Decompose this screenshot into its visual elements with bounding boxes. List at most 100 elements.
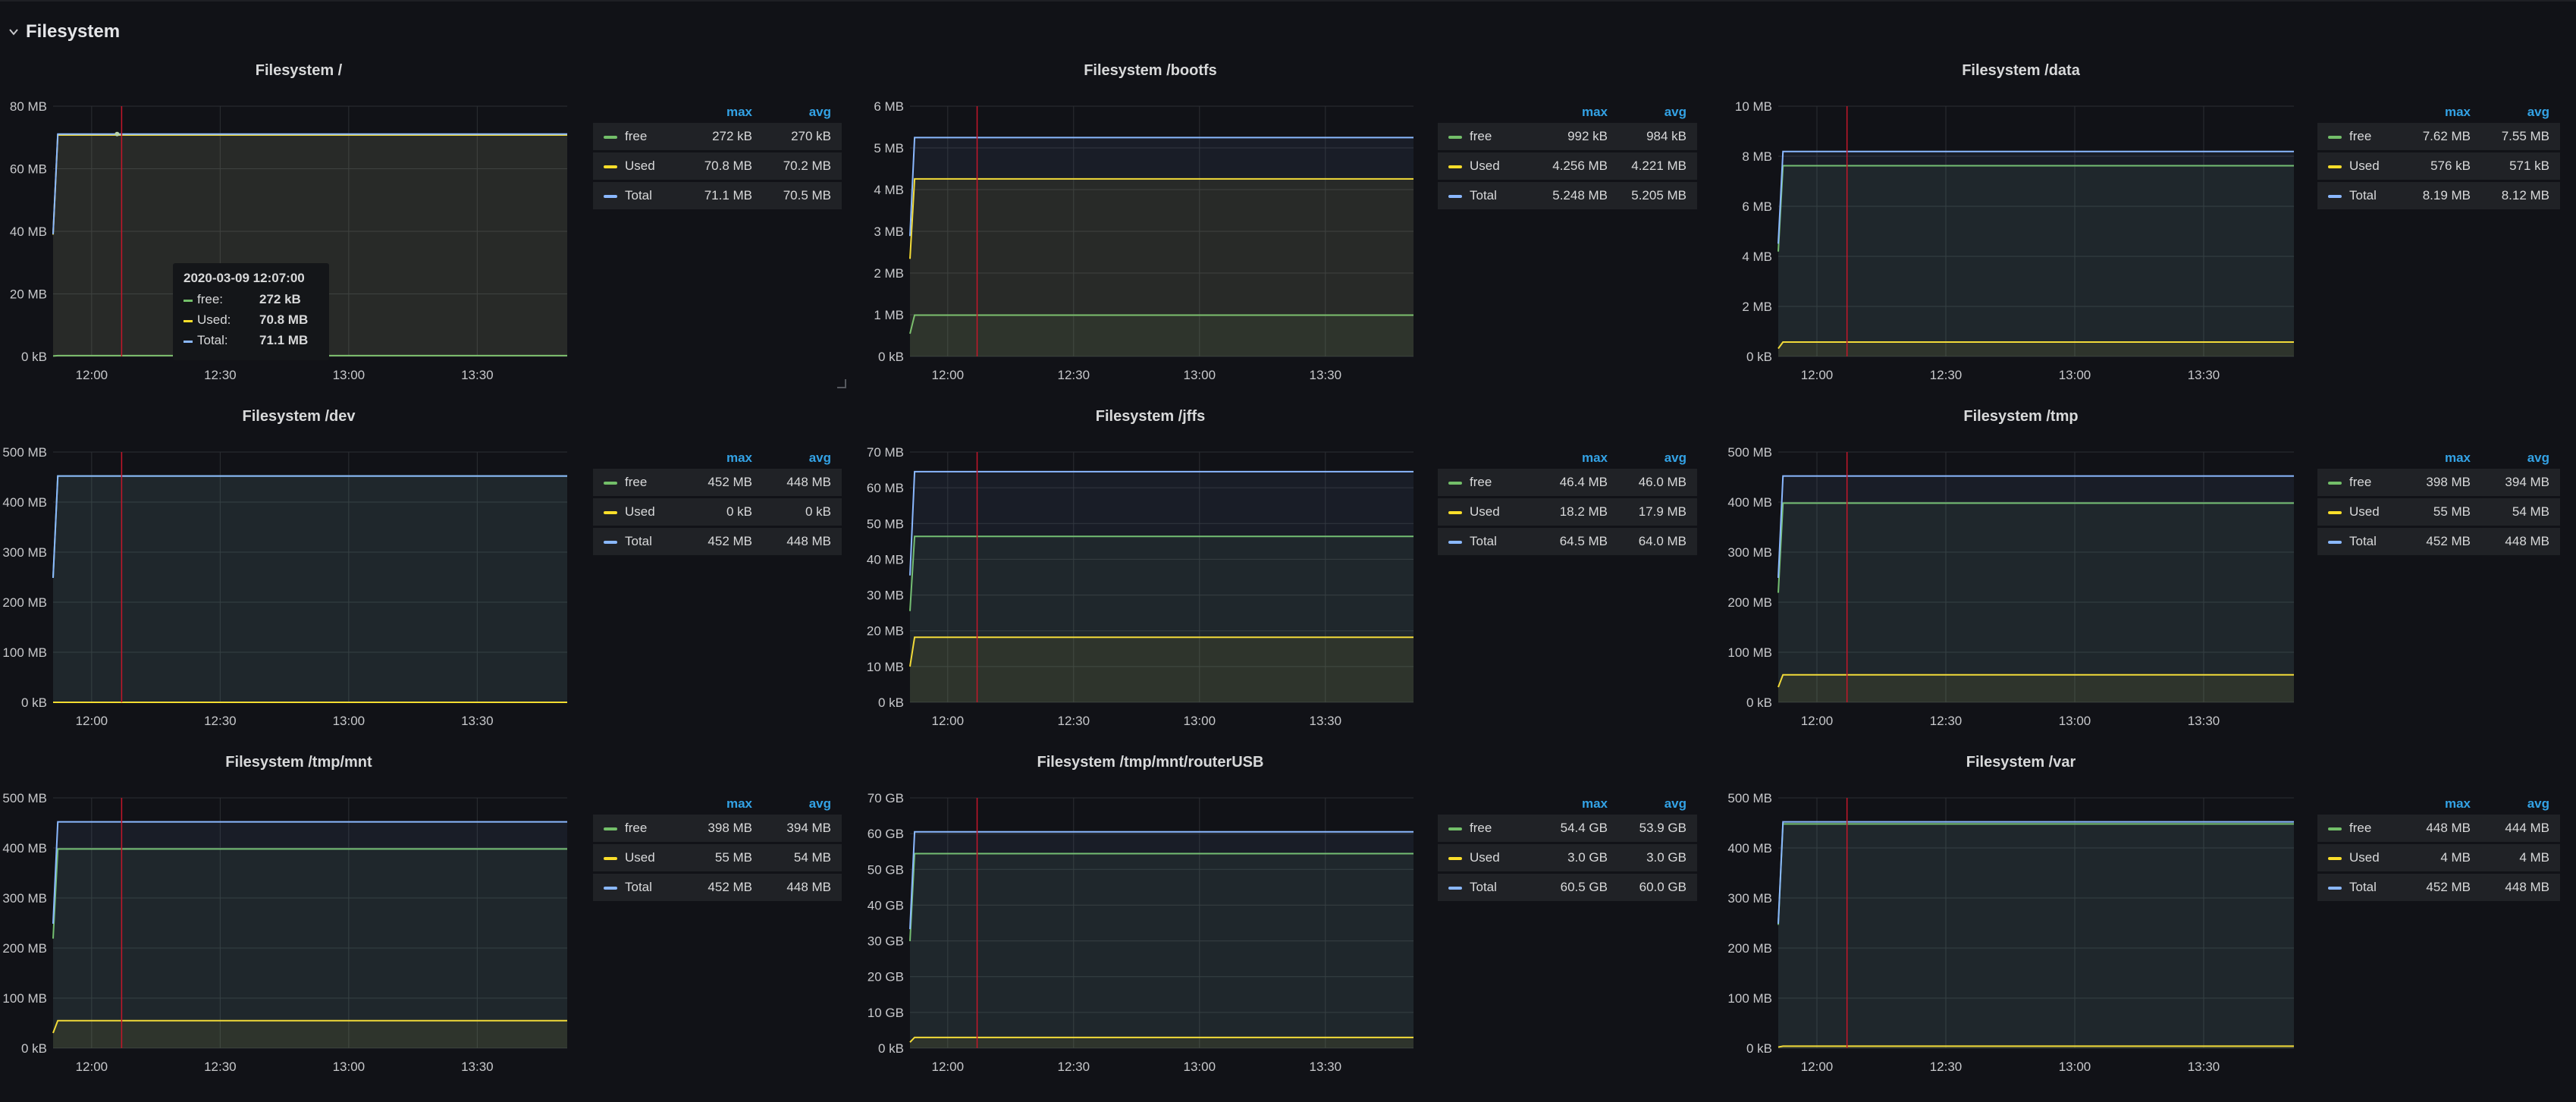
legend-swatch[interactable]: [604, 511, 617, 514]
legend-item-free[interactable]: free 992 kB 984 kB: [1438, 123, 1697, 150]
series-line-used[interactable]: [52, 1019, 567, 1034]
panel-graph[interactable]: 70 GB 60 GB 50 GB 40 GB 30 GB 20 GB 10 GB 0 kB 1…: [857, 754, 1421, 1094]
legend-swatch[interactable]: [1448, 887, 1462, 890]
legend-swatch[interactable]: [604, 482, 617, 485]
legend-item-used[interactable]: Used 70.8 MB 70.2 MB: [593, 152, 842, 180]
legend-header-avg[interactable]: avg: [2527, 105, 2549, 119]
series-line-total[interactable]: [1777, 150, 2294, 244]
panel-title[interactable]: Filesystem /jffs: [1095, 408, 1206, 425]
series-line-total[interactable]: [909, 830, 1414, 930]
legend-header-max[interactable]: max: [726, 796, 752, 811]
series-line-total[interactable]: [1777, 821, 2294, 924]
legend-swatch[interactable]: [1448, 482, 1462, 485]
legend-item-used[interactable]: Used 4.256 MB 4.221 MB: [1438, 152, 1697, 180]
legend-item-total[interactable]: Total 71.1 MB 70.5 MB: [593, 182, 842, 209]
series-line-total[interactable]: [1777, 475, 2294, 578]
legend-series-name[interactable]: Used: [1470, 504, 1500, 519]
series-line-total[interactable]: [52, 475, 567, 578]
legend-item-total[interactable]: Total 60.5 GB 60.0 GB: [1438, 874, 1697, 901]
legend-series-name[interactable]: Total: [2349, 880, 2377, 894]
legend-item-total[interactable]: Total 64.5 MB 64.0 MB: [1438, 528, 1697, 555]
legend-series-name[interactable]: Used: [2349, 504, 2380, 519]
legend-header-max[interactable]: max: [726, 105, 752, 119]
legend-item-used[interactable]: Used 576 kB 571 kB: [2317, 152, 2560, 180]
panel-resize-handle[interactable]: [837, 379, 846, 388]
legend-swatch[interactable]: [604, 136, 617, 139]
legend-header-max[interactable]: max: [726, 451, 752, 465]
panel-graph[interactable]: 500 MB 400 MB 300 MB 200 MB 100 MB 0 kB 12:00 1…: [0, 408, 575, 748]
legend-item-free[interactable]: free 54.4 GB 53.9 GB: [1438, 815, 1697, 842]
legend-item-free[interactable]: free 398 MB 394 MB: [2317, 469, 2560, 496]
legend-header-avg[interactable]: avg: [808, 796, 831, 811]
legend-item-used[interactable]: Used 3.0 GB 3.0 GB: [1438, 844, 1697, 871]
panel-graph[interactable]: 6 MB 5 MB 4 MB 3 MB 2 MB 1 MB 0 kB 12:00 12:30 13…: [857, 62, 1421, 402]
legend-series-name[interactable]: free: [1470, 475, 1492, 489]
legend-swatch[interactable]: [2328, 887, 2342, 890]
legend-item-free[interactable]: free 452 MB 448 MB: [593, 469, 842, 496]
legend-swatch[interactable]: [604, 857, 617, 860]
series-line-total[interactable]: [909, 137, 1414, 237]
legend-swatch[interactable]: [1448, 827, 1462, 830]
legend-swatch[interactable]: [1448, 541, 1462, 544]
legend-series-name[interactable]: Total: [1470, 188, 1497, 203]
series-line-used[interactable]: [909, 1036, 1414, 1043]
legend-series-name[interactable]: free: [2349, 821, 2372, 835]
legend-series-name[interactable]: Total: [1470, 534, 1497, 548]
legend-swatch[interactable]: [2328, 482, 2342, 485]
legend-series-name[interactable]: Used: [1470, 850, 1500, 865]
legend-swatch[interactable]: [1448, 511, 1462, 514]
series-line-free[interactable]: [52, 848, 567, 939]
legend-item-total[interactable]: Total 452 MB 448 MB: [2317, 528, 2560, 555]
legend-series-name[interactable]: Total: [625, 188, 652, 203]
series-line-used[interactable]: [1777, 1045, 2294, 1048]
legend-series-name[interactable]: Used: [2349, 159, 2380, 173]
legend-header-max[interactable]: max: [1581, 451, 1608, 465]
panel-title[interactable]: Filesystem /: [255, 62, 343, 79]
row-header-filesystem[interactable]: Filesystem: [0, 0, 2576, 62]
legend-swatch[interactable]: [2328, 827, 2342, 830]
series-line-used[interactable]: [909, 177, 1414, 259]
panel-title[interactable]: Filesystem /bootfs: [1084, 62, 1217, 79]
legend-swatch[interactable]: [2328, 165, 2342, 168]
legend-header-avg[interactable]: avg: [1664, 796, 1686, 811]
legend-series-name[interactable]: Total: [625, 880, 652, 894]
legend-swatch[interactable]: [604, 165, 617, 168]
legend-series-name[interactable]: Used: [1470, 159, 1500, 173]
legend-swatch[interactable]: [604, 887, 617, 890]
series-line-free[interactable]: [909, 314, 1414, 334]
legend-swatch[interactable]: [1448, 195, 1462, 198]
legend-header-avg[interactable]: avg: [1664, 105, 1686, 119]
legend-series-name[interactable]: Total: [2349, 534, 2377, 548]
legend-item-free[interactable]: free 398 MB 394 MB: [593, 815, 842, 842]
legend-series-name[interactable]: Used: [625, 850, 655, 865]
series-line-used[interactable]: [909, 636, 1414, 667]
legend-swatch[interactable]: [1448, 136, 1462, 139]
legend-item-total[interactable]: Total 5.248 MB 5.205 MB: [1438, 182, 1697, 209]
series-line-used[interactable]: [1777, 673, 2294, 688]
legend-swatch[interactable]: [604, 541, 617, 544]
legend-item-used[interactable]: Used 55 MB 54 MB: [2317, 498, 2560, 526]
legend-series-name[interactable]: Total: [2349, 188, 2377, 203]
legend-header-max[interactable]: max: [2444, 105, 2471, 119]
legend-series-name[interactable]: Used: [2349, 850, 2380, 865]
panel-title[interactable]: Filesystem /dev: [242, 408, 356, 425]
series-line-total[interactable]: [909, 470, 1414, 576]
legend-series-name[interactable]: Used: [625, 504, 655, 519]
panel-title[interactable]: Filesystem /var: [1966, 754, 2076, 771]
legend-swatch[interactable]: [2328, 857, 2342, 860]
legend-swatch[interactable]: [604, 827, 617, 830]
legend-series-name[interactable]: free: [1470, 821, 1492, 835]
panel-title[interactable]: Filesystem /data: [1962, 62, 2080, 79]
legend-item-free[interactable]: free 7.62 MB 7.55 MB: [2317, 123, 2560, 150]
legend-header-max[interactable]: max: [1581, 796, 1608, 811]
legend-item-used[interactable]: Used 18.2 MB 17.9 MB: [1438, 498, 1697, 526]
legend-header-avg[interactable]: avg: [808, 105, 831, 119]
legend-series-name[interactable]: free: [625, 821, 648, 835]
legend-swatch[interactable]: [2328, 195, 2342, 198]
legend-header-avg[interactable]: avg: [1664, 451, 1686, 465]
series-line-total[interactable]: [52, 133, 567, 234]
legend-swatch[interactable]: [1448, 857, 1462, 860]
series-line-used[interactable]: [1777, 341, 2294, 350]
legend-series-name[interactable]: Total: [625, 534, 652, 548]
legend-item-total[interactable]: Total 452 MB 448 MB: [593, 528, 842, 555]
